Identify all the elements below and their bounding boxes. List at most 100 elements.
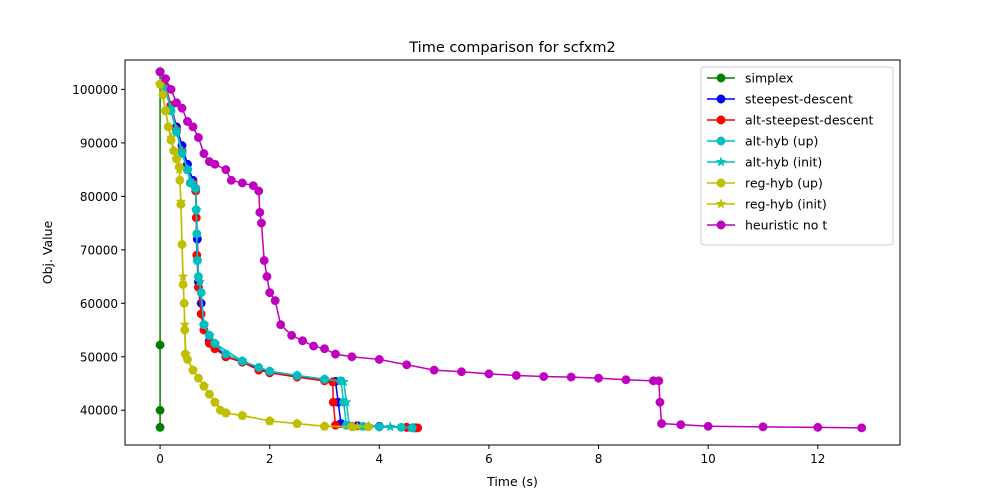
data-point — [374, 354, 384, 364]
data-point — [320, 344, 329, 354]
data-point — [484, 369, 494, 379]
data-point — [429, 365, 439, 375]
data-point — [183, 117, 192, 126]
data-point — [384, 421, 396, 432]
data-point — [199, 149, 209, 159]
data-point — [594, 373, 604, 383]
data-point — [155, 340, 165, 350]
plot-frame — [124, 59, 901, 446]
data-point — [291, 369, 303, 381]
data-point — [236, 409, 248, 421]
data-point — [676, 420, 686, 430]
series-7 — [155, 67, 867, 433]
data-point — [161, 74, 171, 84]
data-point — [813, 422, 823, 432]
data-point — [177, 270, 189, 282]
data-point — [347, 352, 357, 362]
data-point — [331, 420, 340, 430]
legend-marker — [716, 220, 726, 230]
data-point — [209, 337, 221, 349]
legend-entry: alt-steepest-descent — [707, 113, 874, 128]
data-point — [254, 186, 264, 196]
data-point — [309, 341, 318, 351]
data-point — [177, 103, 187, 113]
data-point — [236, 355, 248, 366]
data-point — [363, 422, 373, 432]
data-point — [171, 123, 182, 135]
x-axis: 0 2 4 6 8 10 12 — [156, 445, 825, 466]
x-tick-label: 8 — [595, 452, 603, 466]
data-point — [539, 372, 549, 382]
data-point — [203, 329, 215, 341]
data-point — [193, 133, 203, 142]
data-point — [328, 397, 338, 407]
data-point — [179, 318, 191, 330]
legend-marker — [716, 115, 726, 125]
data-point — [198, 380, 210, 391]
y-tick-label: 40000 — [80, 404, 118, 418]
y-tick-label: 90000 — [80, 136, 118, 150]
legend-label: reg-hyb (init) — [745, 197, 827, 212]
legend-entry: reg-hyb (init) — [707, 197, 827, 212]
data-point — [262, 272, 272, 282]
legend-marker — [716, 73, 726, 83]
legend-entry: steepest-descent — [707, 92, 853, 107]
data-point — [196, 309, 206, 319]
data-point — [319, 420, 330, 431]
data-point — [180, 348, 192, 359]
data-point — [209, 396, 221, 407]
data-point — [340, 396, 352, 407]
x-tick-label: 4 — [375, 452, 383, 466]
data-point — [264, 415, 276, 426]
data-point — [402, 360, 412, 370]
legend-entry: simplex — [707, 71, 793, 86]
data-point — [255, 207, 265, 217]
data-point — [166, 84, 176, 94]
data-point — [351, 421, 363, 432]
data-point — [257, 218, 266, 228]
data-point — [160, 105, 171, 116]
data-point — [176, 145, 188, 156]
legend-entry: alt-hyb (init) — [707, 155, 822, 170]
data-point — [198, 318, 210, 330]
data-point — [331, 349, 340, 359]
y-tick-label: 50000 — [80, 350, 118, 364]
data-point — [655, 397, 665, 407]
x-axis-label: Time (s) — [486, 474, 538, 489]
data-point — [264, 365, 276, 376]
legend-marker — [716, 136, 726, 146]
y-tick-label: 70000 — [80, 243, 118, 257]
legend-marker — [716, 94, 726, 104]
data-point — [319, 373, 330, 384]
data-point — [291, 417, 303, 429]
y-tick-label: 60000 — [80, 297, 118, 311]
data-point — [338, 376, 350, 387]
x-tick-label: 10 — [701, 452, 716, 466]
data-point — [194, 276, 205, 287]
data-point — [265, 288, 275, 298]
legend-marker — [716, 178, 726, 188]
series-6 — [154, 78, 363, 432]
data-point — [220, 407, 232, 418]
data-point — [172, 98, 181, 108]
data-point — [457, 367, 466, 377]
x-tick-label: 6 — [485, 452, 493, 466]
legend-label: alt-hyb (init) — [745, 155, 822, 170]
legend-box — [700, 66, 894, 246]
data-point — [654, 376, 664, 386]
legend-label: steepest-descent — [745, 92, 853, 107]
data-point — [276, 320, 286, 330]
legend-label: alt-hyb (up) — [745, 134, 818, 149]
data-point — [758, 422, 768, 432]
data-point — [210, 159, 220, 169]
legend: simplex steepest-descent alt-steepest-desc… — [700, 66, 894, 246]
legend-label: reg-hyb (up) — [745, 176, 823, 191]
data-point — [237, 178, 247, 188]
data-point — [328, 377, 338, 387]
data-point — [221, 165, 231, 175]
data-point — [248, 181, 258, 191]
data-point — [259, 256, 269, 265]
data-point — [406, 422, 418, 433]
legend-marker — [715, 156, 727, 167]
y-tick-label: 80000 — [80, 190, 118, 204]
